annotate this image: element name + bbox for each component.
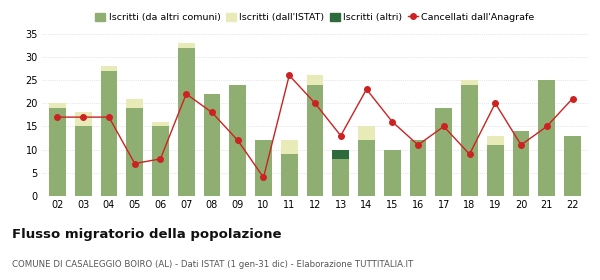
Bar [101,66,118,71]
Bar [332,159,349,196]
Bar [281,154,298,196]
Text: Flusso migratorio della popolazione: Flusso migratorio della popolazione [12,228,281,241]
Bar [127,99,143,108]
Bar [152,122,169,126]
Bar [203,94,220,196]
Bar [307,85,323,196]
Bar [512,131,529,196]
Bar [384,150,401,196]
Bar [178,43,194,48]
Text: COMUNE DI CASALEGGIO BOIRO (AL) - Dati ISTAT (1 gen-31 dic) - Elaborazione TUTTI: COMUNE DI CASALEGGIO BOIRO (AL) - Dati I… [12,260,413,269]
Bar [461,80,478,85]
Bar [75,126,92,196]
Bar [281,140,298,154]
Bar [461,85,478,196]
Bar [127,108,143,196]
Bar [178,48,194,196]
Legend: Iscritti (da altri comuni), Iscritti (dall'ISTAT), Iscritti (altri), Cancellati : Iscritti (da altri comuni), Iscritti (da… [92,9,538,26]
Bar [75,113,92,126]
Bar [564,136,581,196]
Bar [410,140,427,196]
Bar [358,126,375,140]
Bar [487,136,503,145]
Bar [332,150,349,159]
Bar [255,140,272,196]
Bar [436,108,452,196]
Bar [49,108,66,196]
Bar [487,145,503,196]
Bar [358,140,375,196]
Bar [307,75,323,85]
Bar [538,80,555,196]
Bar [152,126,169,196]
Bar [49,103,66,108]
Bar [101,71,118,196]
Bar [229,85,246,196]
